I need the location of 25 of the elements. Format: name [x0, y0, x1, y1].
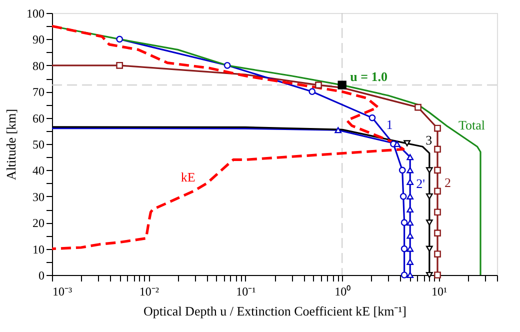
x-tick-label: 10⁻¹ — [236, 284, 256, 298]
y-tick-label: 10 — [32, 242, 44, 256]
y-tick-label: 70 — [32, 85, 44, 100]
series-label: 2' — [416, 176, 425, 191]
x-tick-label: 10⁰ — [334, 284, 351, 298]
y-tick-label: 90 — [32, 32, 44, 47]
x-tick-label: 10⁻³ — [52, 284, 72, 298]
annotation: u = 1.0 — [350, 69, 388, 84]
y-tick-label: 40 — [32, 164, 44, 178]
x-axis-title: Optical Depth u / Extinction Coefficient kE [km⁻¹] — [144, 304, 406, 318]
y-tick-label: 100 — [26, 6, 44, 20]
series-label: 2 — [444, 175, 452, 190]
series-label: 3 — [426, 132, 432, 148]
y-axis-title: Altitude [km] — [4, 108, 18, 180]
series-label: 1 — [386, 116, 393, 132]
series-label: kE — [180, 169, 196, 184]
y-tick-label: 50 — [32, 138, 44, 152]
x-tick-label: 10¹ — [431, 284, 448, 298]
y-tick-label: 30 — [32, 190, 44, 204]
y-tick-label: 20 — [32, 216, 44, 230]
series-label: Total — [458, 118, 486, 133]
y-tick-label: 80 — [32, 58, 44, 73]
x-tick-label: 10⁻² — [139, 284, 160, 298]
y-tick-label: 0 — [38, 268, 44, 282]
y-tick-label: 60 — [32, 111, 44, 126]
